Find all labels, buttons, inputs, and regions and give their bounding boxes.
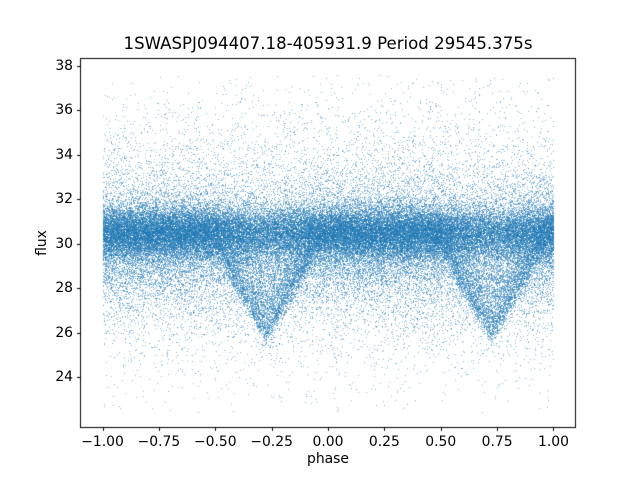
x-axis-label: phase — [307, 451, 349, 467]
y-axis-label: flux — [34, 230, 50, 256]
y-tick-label: 30 — [55, 235, 73, 252]
x-tick-label: 0.00 — [312, 434, 344, 450]
y-tick-label: 26 — [55, 324, 73, 341]
y-tick-label: 38 — [55, 57, 73, 74]
x-tick-label: −0.25 — [250, 434, 293, 450]
chart-title: 1SWASPJ094407.18-405931.9 Period 29545.3… — [123, 34, 533, 53]
x-tick-label: 0.75 — [481, 434, 513, 450]
x-tick-label: 1.00 — [537, 434, 569, 450]
y-tick-label: 32 — [55, 191, 73, 208]
y-tick-label: 24 — [55, 369, 73, 385]
x-tick-label: −0.75 — [137, 434, 181, 450]
x-tick-label: 0.50 — [425, 434, 457, 450]
y-tick-label: 28 — [55, 280, 73, 297]
y-tick-label: 34 — [55, 146, 73, 163]
y-tick-label: 36 — [55, 102, 73, 119]
x-tick-label: −1.00 — [81, 434, 124, 450]
x-tick-label: −0.50 — [193, 434, 237, 450]
x-tick-label: 0.25 — [368, 434, 400, 450]
